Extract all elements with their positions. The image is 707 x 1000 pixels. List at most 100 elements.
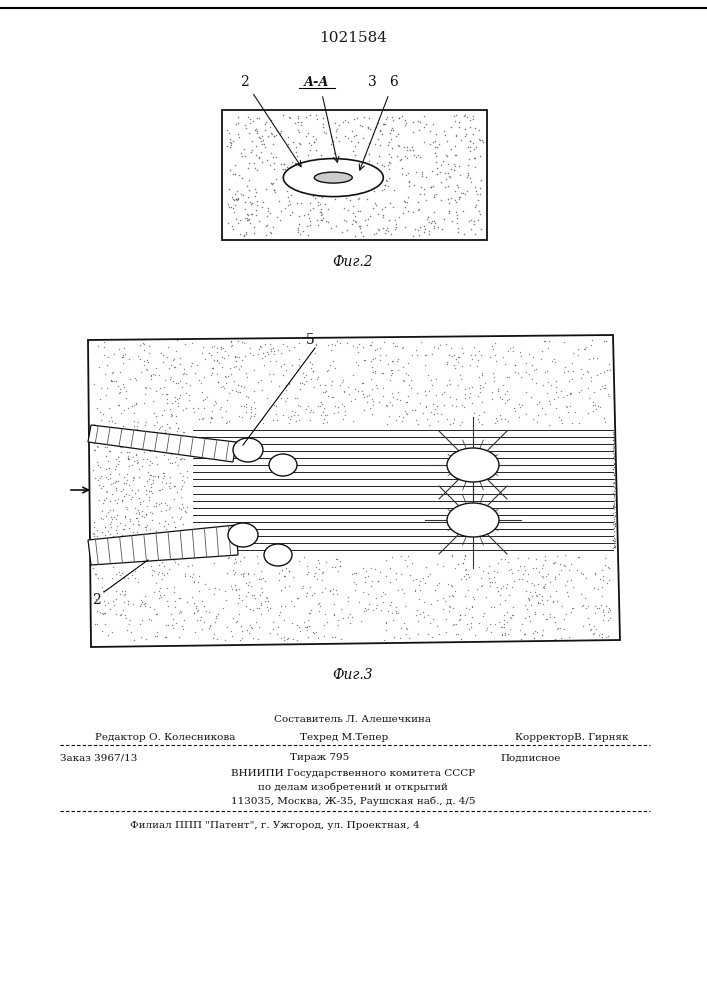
Point <box>196 593 207 609</box>
Point <box>279 598 291 614</box>
Point <box>419 221 431 237</box>
Point <box>286 615 298 631</box>
Point <box>285 167 296 183</box>
Point <box>267 621 279 637</box>
Point <box>278 107 289 123</box>
Point <box>236 170 247 186</box>
Point <box>187 566 199 582</box>
Point <box>608 478 619 494</box>
Point <box>559 621 570 637</box>
Point <box>390 565 402 581</box>
Point <box>408 572 419 588</box>
Point <box>146 567 158 583</box>
Point <box>401 621 412 637</box>
Point <box>245 404 257 420</box>
Point <box>379 181 390 197</box>
Point <box>260 547 271 563</box>
Point <box>450 113 461 129</box>
Point <box>527 357 538 373</box>
Point <box>315 175 327 191</box>
Point <box>283 415 294 431</box>
Point <box>241 369 252 385</box>
Point <box>104 601 115 617</box>
Point <box>223 347 234 363</box>
Point <box>364 400 375 416</box>
Point <box>417 405 428 421</box>
Point <box>221 415 232 431</box>
Point <box>176 379 187 395</box>
Point <box>100 469 112 485</box>
Point <box>298 614 310 630</box>
Point <box>303 135 315 151</box>
Point <box>283 375 294 391</box>
Point <box>423 223 435 239</box>
Point <box>120 390 132 406</box>
Point <box>310 345 321 361</box>
Point <box>240 396 252 412</box>
Point <box>501 392 513 408</box>
Point <box>158 518 170 534</box>
Point <box>404 173 415 189</box>
Point <box>257 194 269 210</box>
Point <box>301 622 312 638</box>
Point <box>352 357 363 373</box>
Point <box>138 353 149 369</box>
Point <box>256 411 267 427</box>
Point <box>291 590 303 606</box>
Point <box>315 212 327 228</box>
Point <box>451 177 462 193</box>
Point <box>170 599 181 615</box>
Point <box>223 549 234 565</box>
Point <box>256 133 267 149</box>
Point <box>100 483 111 499</box>
Point <box>151 360 162 376</box>
Point <box>226 581 238 597</box>
Point <box>368 397 379 413</box>
Point <box>92 457 103 473</box>
Point <box>446 547 457 563</box>
Point <box>209 586 220 602</box>
Point <box>464 213 475 229</box>
Point <box>342 589 354 605</box>
Point <box>467 410 479 426</box>
Point <box>594 571 605 587</box>
Point <box>203 345 214 361</box>
Point <box>236 623 247 639</box>
Point <box>139 336 150 352</box>
Point <box>117 481 129 497</box>
Point <box>419 108 430 124</box>
Point <box>279 632 290 648</box>
Point <box>422 211 433 227</box>
Point <box>288 407 300 423</box>
Point <box>354 172 366 188</box>
Point <box>88 560 99 576</box>
Point <box>503 369 515 385</box>
Point <box>588 384 600 400</box>
Point <box>98 593 110 609</box>
Point <box>193 411 204 427</box>
Point <box>460 566 472 582</box>
Point <box>608 497 619 513</box>
Point <box>385 362 397 378</box>
Point <box>128 632 139 648</box>
Point <box>450 398 462 414</box>
Point <box>98 334 109 350</box>
Text: Фиг.2: Фиг.2 <box>333 255 373 269</box>
Point <box>248 225 259 241</box>
Point <box>412 626 423 642</box>
Point <box>342 609 354 625</box>
Point <box>566 572 577 588</box>
Point <box>230 191 241 207</box>
Point <box>567 345 578 361</box>
Point <box>269 161 280 177</box>
Point <box>563 404 574 420</box>
Point <box>175 373 186 389</box>
Point <box>489 415 501 431</box>
Point <box>454 367 465 383</box>
Point <box>247 206 258 222</box>
Point <box>609 533 620 549</box>
Point <box>332 165 343 181</box>
Point <box>141 486 152 502</box>
Point <box>305 360 317 376</box>
Point <box>438 397 450 413</box>
